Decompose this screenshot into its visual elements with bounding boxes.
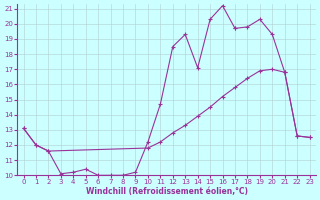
X-axis label: Windchill (Refroidissement éolien,°C): Windchill (Refroidissement éolien,°C): [85, 187, 248, 196]
